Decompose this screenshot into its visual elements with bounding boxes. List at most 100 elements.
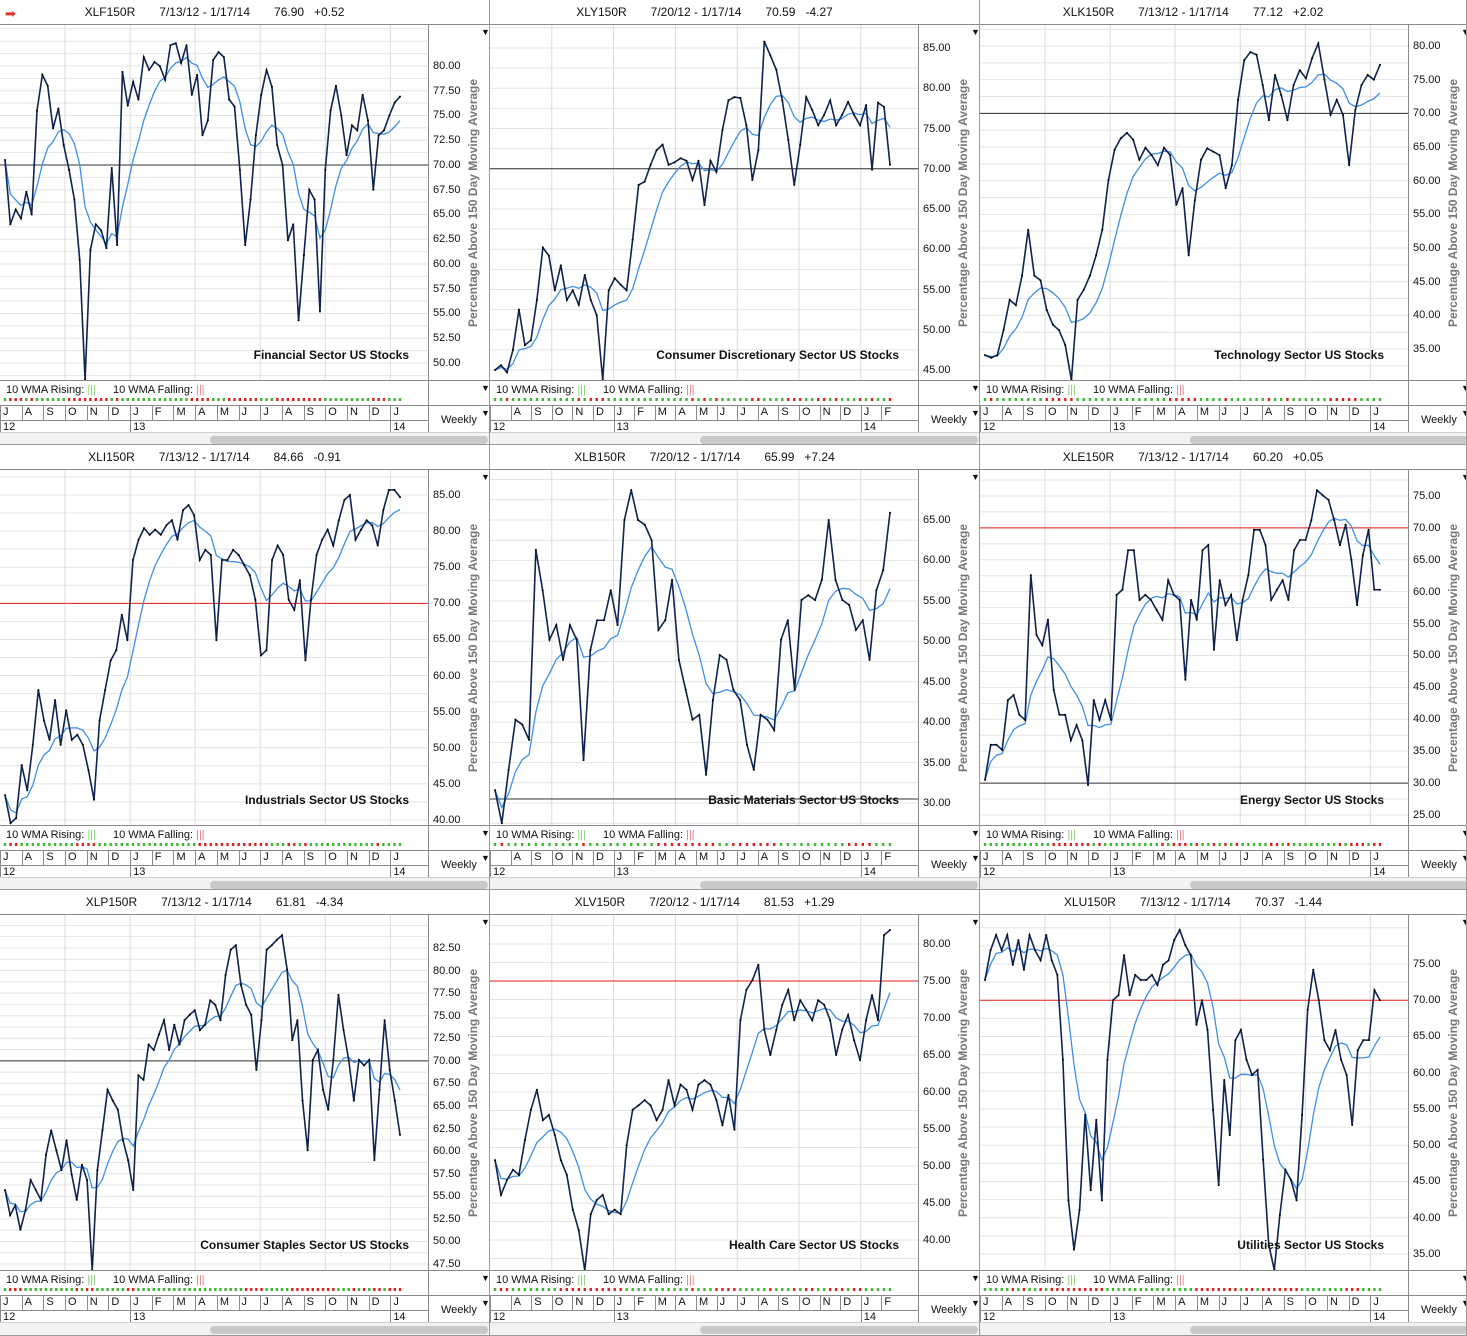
period-dropdown-icon[interactable]: ▼	[1461, 853, 1466, 863]
horizontal-scrollbar[interactable]	[490, 432, 979, 444]
falling-dot	[297, 398, 300, 401]
indicator-dropdown-icon[interactable]: ▼	[1461, 1273, 1466, 1283]
data-point	[393, 101, 396, 104]
horizontal-scrollbar[interactable]	[490, 877, 979, 889]
red-arrow-icon[interactable]: ➡	[5, 6, 16, 21]
rising-dot	[775, 398, 778, 401]
data-point	[298, 579, 301, 582]
falling-dot	[238, 398, 242, 401]
month-label: S	[303, 1296, 326, 1310]
data-point	[137, 98, 140, 101]
scrollbar-thumb[interactable]	[1190, 436, 1466, 444]
month-label: A	[675, 851, 696, 865]
falling-dot	[1289, 1288, 1293, 1291]
plot-menu-dropdown-icon[interactable]: ▼	[1461, 27, 1466, 37]
data-point	[1101, 228, 1104, 231]
horizontal-scrollbar[interactable]	[0, 432, 489, 444]
period-dropdown-icon[interactable]: ▼	[971, 1298, 980, 1308]
plot-menu-dropdown-icon[interactable]: ▼	[1461, 472, 1466, 482]
rising-dot	[864, 1288, 868, 1291]
falling-dot	[292, 398, 295, 401]
y-axis: 35.00 40.00 45.00 50.00 55.00 60.00 65.00 70.00…	[1408, 25, 1466, 380]
period-selector[interactable]: Weekly▼	[428, 850, 490, 878]
period-selector[interactable]: Weekly▼	[918, 1295, 980, 1323]
indicator-dropdown-icon[interactable]: ▼	[481, 383, 490, 393]
scrollbar-thumb[interactable]	[210, 1326, 488, 1334]
indicator-dropdown-icon[interactable]: ▼	[1461, 828, 1466, 838]
rising-dot	[655, 398, 658, 401]
plot-menu-dropdown-icon[interactable]: ▼	[481, 27, 490, 37]
horizontal-scrollbar[interactable]	[0, 877, 489, 889]
scrollbar-thumb[interactable]	[1190, 881, 1466, 889]
period-selector[interactable]: Weekly▼	[1408, 1295, 1466, 1323]
indicator-dropdown-icon[interactable]: ▼	[971, 383, 980, 393]
falling-dot	[19, 1288, 22, 1291]
data-point	[705, 773, 708, 776]
data-point	[1189, 954, 1192, 957]
plot-menu-dropdown-icon[interactable]: ▼	[971, 472, 980, 482]
period-selector[interactable]: Weekly▼	[918, 850, 980, 878]
indicator-dropdown-icon[interactable]: ▼	[481, 1273, 490, 1283]
period-dropdown-icon[interactable]: ▼	[481, 408, 490, 418]
scrollbar-thumb[interactable]	[1190, 1326, 1466, 1334]
data-point	[541, 589, 544, 592]
period-dropdown-icon[interactable]: ▼	[971, 853, 980, 863]
period-dropdown-icon[interactable]: ▼	[1461, 1298, 1466, 1308]
period-dropdown-icon[interactable]: ▼	[971, 408, 980, 418]
scrollbar-thumb[interactable]	[700, 1326, 978, 1334]
falling-dot	[132, 1288, 135, 1291]
falling-dot	[1250, 1288, 1254, 1291]
scrollbar-thumb[interactable]	[700, 436, 978, 444]
plot-menu-dropdown-icon[interactable]: ▼	[1461, 917, 1466, 927]
month-label: M	[173, 851, 195, 865]
falling-dot	[732, 843, 735, 846]
rising-dot	[1014, 398, 1018, 401]
period-dropdown-icon[interactable]: ▼	[481, 1298, 490, 1308]
change-value: +7.24	[804, 450, 835, 464]
plot-menu-dropdown-icon[interactable]: ▼	[481, 472, 490, 482]
horizontal-scrollbar[interactable]	[980, 432, 1466, 444]
rising-dot	[1317, 1288, 1321, 1291]
time-axis: A S O N D J F M A M J J A S O N D J F 12 13 14	[490, 1295, 918, 1324]
rising-dot	[718, 843, 721, 846]
data-point	[528, 738, 531, 741]
scrollbar-thumb[interactable]	[700, 881, 978, 889]
indicator-dropdown-icon[interactable]: ▼	[971, 1273, 980, 1283]
period-selector[interactable]: Weekly▼	[428, 405, 490, 433]
period-selector[interactable]: Weekly▼	[428, 1295, 490, 1323]
rising-dot	[1023, 843, 1027, 846]
month-label: J	[1370, 851, 1392, 865]
data-point	[990, 356, 993, 359]
rising-dot	[541, 1288, 545, 1291]
plot-menu-dropdown-icon[interactable]: ▼	[971, 27, 980, 37]
period-dropdown-icon[interactable]: ▼	[481, 853, 490, 863]
falling-dot	[244, 398, 247, 401]
last-value: 77.12	[1252, 5, 1283, 19]
period-selector[interactable]: Weekly▼	[918, 405, 980, 433]
indicator-dropdown-icon[interactable]: ▼	[481, 828, 490, 838]
data-point	[1230, 593, 1233, 596]
period-selector[interactable]: Weekly▼	[1408, 850, 1466, 878]
falling-dot	[105, 398, 108, 401]
indicator-dropdown-icon[interactable]: ▼	[1461, 383, 1466, 393]
indicator-dropdown-icon[interactable]: ▼	[971, 828, 980, 838]
data-point	[780, 638, 783, 641]
horizontal-scrollbar[interactable]	[490, 1322, 979, 1335]
data-point	[637, 1104, 640, 1107]
horizontal-scrollbar[interactable]	[980, 877, 1466, 889]
month-label: J	[1240, 406, 1262, 420]
scrollbar-thumb[interactable]	[210, 436, 488, 444]
period-dropdown-icon[interactable]: ▼	[1461, 408, 1466, 418]
data-point	[1144, 593, 1147, 596]
scrollbar-thumb[interactable]	[210, 881, 488, 889]
period-selector[interactable]: Weekly▼	[1408, 405, 1466, 433]
data-point	[304, 659, 307, 662]
horizontal-scrollbar[interactable]	[980, 1322, 1466, 1335]
rising-dot	[1104, 843, 1107, 846]
plot-menu-dropdown-icon[interactable]: ▼	[971, 917, 980, 927]
horizontal-scrollbar[interactable]	[0, 1322, 489, 1335]
plot-menu-dropdown-icon[interactable]: ▼	[481, 917, 490, 927]
y-tick-label: 65.00	[923, 1049, 951, 1062]
data-point	[1200, 158, 1203, 161]
rising-dot	[511, 398, 515, 401]
